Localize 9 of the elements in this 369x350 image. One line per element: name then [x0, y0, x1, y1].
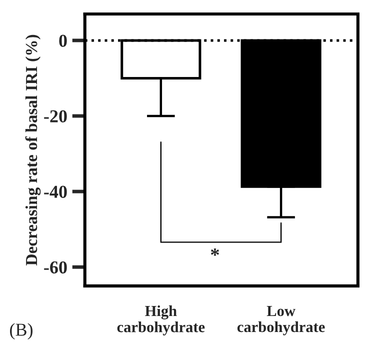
x-tick-label: High carbohydrate	[117, 305, 205, 336]
text: (B)	[10, 323, 32, 340]
y-tick-label: -40	[44, 186, 67, 198]
x-tick-label: Low carbohydrate	[237, 306, 325, 336]
y-tick-label: 0	[59, 34, 67, 47]
y-tick-label: -60	[44, 261, 67, 274]
y-tick-label: -20	[44, 110, 67, 122]
y-axis-title: Decreasing rate of basal IRI (%)	[25, 34, 41, 266]
annotation: *	[210, 248, 220, 256]
